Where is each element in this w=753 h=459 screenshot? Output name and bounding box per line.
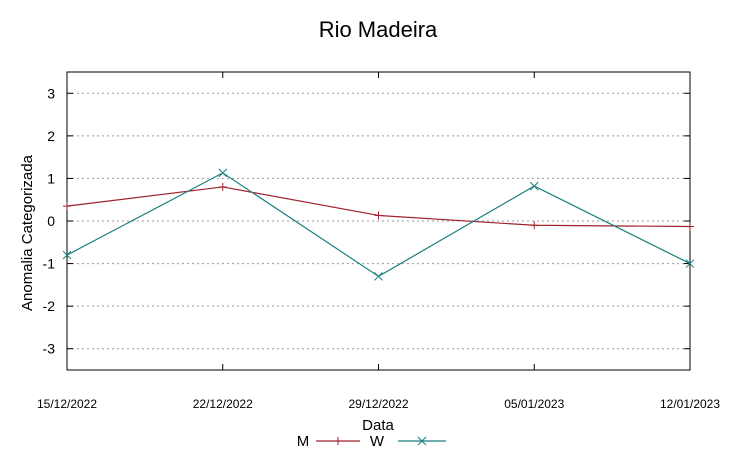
y-tick-label: 0 bbox=[47, 213, 55, 229]
data-point-W bbox=[218, 168, 228, 178]
data-point-W bbox=[529, 181, 539, 191]
legend-marker bbox=[334, 437, 342, 445]
x-tick-label: 22/12/2022 bbox=[193, 397, 253, 411]
legend-label: M bbox=[297, 433, 310, 450]
y-tick-label: 3 bbox=[47, 85, 55, 101]
series-W bbox=[62, 168, 695, 281]
data-point-M bbox=[63, 202, 71, 211]
series-line-W bbox=[66, 172, 691, 278]
y-axis: 3 2 1 0 -1 -2 -3 bbox=[43, 85, 690, 357]
y-tick-label: 1 bbox=[47, 170, 55, 186]
x-tick-label: 05/01/2023 bbox=[504, 397, 564, 411]
chart-title: Rio Madeira bbox=[319, 17, 438, 42]
data-point-W bbox=[374, 271, 383, 281]
data-point-M bbox=[374, 211, 383, 220]
series-layer bbox=[62, 168, 695, 281]
y-axis-label: Anomalia Categorizada bbox=[19, 154, 36, 311]
x-axis: 15/12/2022 22/12/2022 29/12/2022 05/01/2023… bbox=[37, 72, 720, 411]
grid bbox=[67, 92, 690, 350]
x-tick-label: 29/12/2022 bbox=[348, 397, 408, 411]
y-tick-label: -2 bbox=[43, 298, 56, 314]
legend-marker bbox=[417, 436, 427, 446]
data-point-M bbox=[218, 182, 227, 191]
data-point-M bbox=[530, 221, 539, 230]
y-tick-label: -1 bbox=[43, 256, 56, 272]
legend-label: W bbox=[370, 433, 385, 450]
y-tick-label: 2 bbox=[47, 128, 55, 144]
series-M bbox=[63, 182, 694, 231]
y-tick-label: -3 bbox=[43, 341, 56, 357]
x-tick-label: 15/12/2022 bbox=[37, 397, 97, 411]
data-point-M bbox=[686, 222, 694, 231]
x-tick-label: 12/01/2023 bbox=[660, 397, 720, 411]
data-point-W bbox=[62, 250, 72, 260]
x-axis-label: Data bbox=[362, 417, 394, 434]
data-point-W bbox=[685, 259, 695, 268]
